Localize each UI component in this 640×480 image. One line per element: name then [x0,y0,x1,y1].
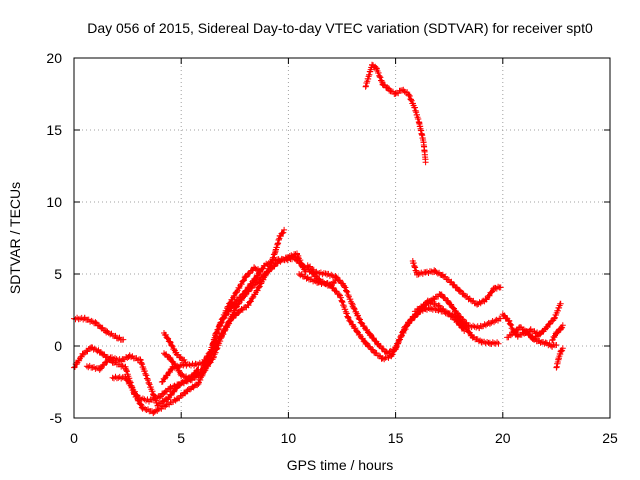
data-point-markers [161,396,180,410]
data-point-markers [92,319,110,334]
data-point-markers [396,319,412,343]
data-point-markers [446,300,461,319]
y-tick-label: -5 [50,410,63,426]
data-point-markers [233,290,249,310]
series-track-5 [158,264,264,385]
data-point-markers [341,282,356,310]
y-tick-label: 5 [54,266,62,282]
series-track-6 [161,350,202,383]
x-axis-label: GPS time / hours [287,457,394,473]
plot-frame [73,57,611,419]
series-track-7 [161,330,189,366]
data-point-markers [251,264,264,275]
y-axis-label: SDTVAR / TECUs [7,182,23,294]
data-point-markers [362,68,373,90]
data-point-markers [233,274,249,295]
data-point-markers [482,285,498,303]
data-point-markers [452,316,468,334]
series-track-17 [553,345,566,371]
x-tick-label: 25 [602,430,618,446]
y-tick-label: 20 [46,50,62,66]
data-point-markers [242,278,260,298]
data-point-markers [154,394,172,409]
data-point-markers [420,139,429,166]
data-point-markers [158,365,176,385]
data-point-markers [294,250,309,275]
data-point-markers [225,289,240,310]
data-point-markers [173,351,189,366]
data-point-markers [549,341,560,350]
x-tick-label: 5 [177,430,185,446]
x-tick-label: 15 [388,430,404,446]
data-point-markers [208,322,223,353]
x-tick-label: 0 [70,430,78,446]
series-track-11 [409,258,504,308]
data-point-markers [555,300,564,311]
data-point-markers [491,283,504,292]
y-tick-label: 10 [46,194,62,210]
data-point-markers [244,284,262,309]
series-track-4 [109,226,288,405]
data-point-markers [199,346,215,367]
series-track-16 [549,322,566,344]
data-point-markers [199,354,217,377]
series-track-10 [362,61,429,166]
data-point-markers [122,373,142,402]
series-track-15 [529,300,564,342]
data-point-markers [557,345,566,355]
plot-area [71,61,566,417]
data-point-markers [276,226,288,240]
data-point-markers [486,339,502,347]
data-point-markers [167,339,180,358]
series-track-12 [411,291,504,332]
data-point-markers [186,366,202,383]
axis-ticks: 0 5 10 15 20 25 -5 0 5 10 15 20 [46,50,618,446]
data-point-markers [358,319,373,337]
y-tick-label: 0 [54,338,62,354]
data-point-markers [557,322,566,332]
data-point-markers [96,355,114,372]
data-point-markers [366,331,382,348]
x-tick-label: 20 [495,430,511,446]
data-point-markers [326,281,343,299]
x-tick-label: 10 [281,430,297,446]
data-point-markers [486,315,504,327]
chart-title: Day 056 of 2015, Sidereal Day-to-day VTE… [87,20,593,36]
data-point-markers [113,334,127,343]
data-point-markers [184,379,202,395]
data-point-markers [354,328,369,346]
y-tick-label: 15 [46,122,62,138]
data-point-markers [461,322,476,341]
